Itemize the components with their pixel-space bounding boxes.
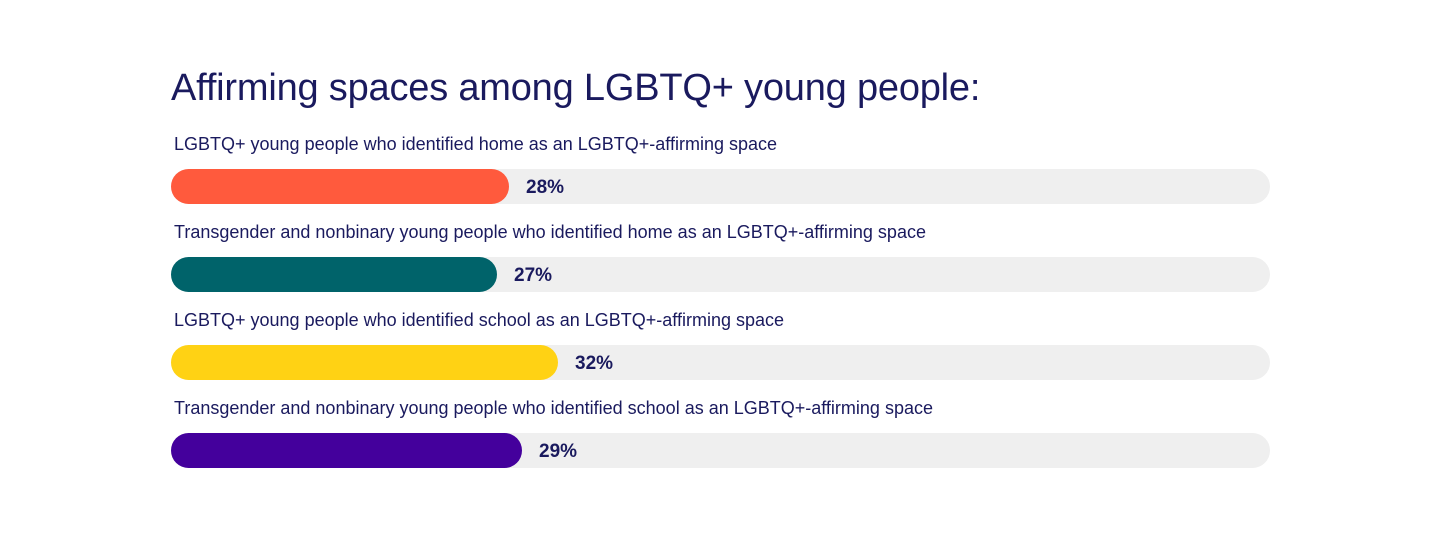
bar-value-label: 29%: [539, 441, 578, 462]
bar-track: 32%: [171, 345, 1270, 380]
bar-fill: [171, 257, 497, 292]
bar-track: 27%: [171, 257, 1270, 292]
bar-row: LGBTQ+ young people who identified home …: [171, 132, 1270, 220]
bar-value-label: 32%: [575, 353, 614, 374]
bar-fill: [171, 169, 509, 204]
bar-rows: LGBTQ+ young people who identified home …: [171, 132, 1270, 484]
bar-label: LGBTQ+ young people who identified home …: [174, 134, 778, 154]
bar-fill: [171, 433, 522, 468]
chart-title: Affirming spaces among LGBTQ+ young peop…: [171, 67, 981, 109]
bar-chart: Affirming spaces among LGBTQ+ young peop…: [171, 60, 1270, 484]
bar-value-label: 28%: [526, 177, 565, 198]
bar-row: Transgender and nonbinary young people w…: [171, 220, 1270, 308]
bar-track: 29%: [171, 433, 1270, 468]
bar-label: Transgender and nonbinary young people w…: [174, 398, 933, 418]
bar-label: Transgender and nonbinary young people w…: [174, 222, 926, 242]
bar-track: 28%: [171, 169, 1270, 204]
bar-value-label: 27%: [514, 265, 553, 286]
bar-row: Transgender and nonbinary young people w…: [171, 396, 1270, 484]
bar-fill: [171, 345, 558, 380]
bar-row: LGBTQ+ young people who identified schoo…: [171, 308, 1270, 396]
bar-label: LGBTQ+ young people who identified schoo…: [174, 310, 785, 330]
